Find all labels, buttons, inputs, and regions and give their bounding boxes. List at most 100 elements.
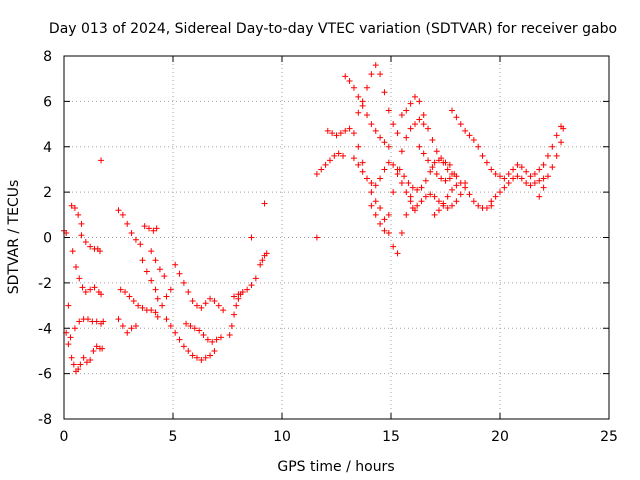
data-point [431, 193, 438, 200]
data-point [470, 136, 477, 143]
data-point [257, 261, 264, 268]
data-point [75, 211, 82, 218]
data-point [553, 152, 560, 159]
data-point [82, 288, 89, 295]
y-tick-label: 4 [43, 140, 52, 156]
data-point [385, 107, 392, 114]
data-point [79, 284, 86, 291]
data-point [523, 180, 530, 187]
data-point [462, 184, 469, 191]
data-point [117, 286, 124, 293]
data-point [403, 211, 410, 218]
data-point [451, 170, 458, 177]
data-point [466, 191, 473, 198]
data-point [536, 177, 543, 184]
data-point [87, 357, 94, 364]
x-tick-label: 15 [382, 429, 400, 445]
data-point [128, 325, 135, 332]
data-point [259, 257, 266, 264]
data-point [398, 229, 405, 236]
data-point [326, 157, 333, 164]
data-point [359, 98, 366, 105]
data-point [202, 300, 209, 307]
data-point [263, 250, 270, 257]
data-point [453, 198, 460, 205]
x-tick-label: 20 [491, 429, 509, 445]
data-point [154, 313, 161, 320]
data-point [368, 121, 375, 128]
data-point [313, 234, 320, 241]
data-point [390, 121, 397, 128]
data-point [560, 125, 567, 132]
data-point [377, 71, 384, 78]
data-point [90, 347, 97, 354]
data-point [377, 175, 384, 182]
data-point [130, 298, 137, 305]
y-tick-label: 0 [43, 231, 52, 247]
data-point [518, 175, 525, 182]
data-point [196, 327, 203, 334]
y-tick-label: -6 [38, 367, 52, 383]
data-point [152, 257, 159, 264]
data-point [364, 175, 371, 182]
data-point [148, 307, 155, 314]
data-point [128, 229, 135, 236]
data-point [322, 161, 329, 168]
data-point [433, 148, 440, 155]
data-point [527, 182, 534, 189]
data-point [466, 132, 473, 139]
data-point [176, 336, 183, 343]
data-point [475, 143, 482, 150]
data-point [100, 318, 107, 325]
data-point [381, 166, 388, 173]
y-tick-label: -8 [38, 412, 52, 428]
data-point [93, 343, 100, 350]
data-point [462, 127, 469, 134]
y-tick-label: 6 [43, 94, 52, 110]
data-point [99, 345, 106, 352]
data-point [368, 189, 375, 196]
data-point [154, 295, 161, 302]
data-point [132, 236, 139, 243]
data-point [67, 334, 74, 341]
data-point [385, 229, 392, 236]
data-point [355, 161, 362, 168]
data-point [501, 184, 508, 191]
data-point [148, 277, 155, 284]
data-point [233, 302, 240, 309]
data-point [453, 114, 460, 121]
data-point [176, 270, 183, 277]
data-point [396, 166, 403, 173]
data-point [488, 166, 495, 173]
data-points [61, 62, 567, 375]
data-point [161, 273, 168, 280]
data-point [418, 198, 425, 205]
data-point [226, 332, 233, 339]
data-point [333, 132, 340, 139]
x-axis-label: GPS time / hours [277, 459, 394, 475]
data-point [470, 198, 477, 205]
data-point [398, 180, 405, 187]
data-point [449, 107, 456, 114]
data-point [422, 177, 429, 184]
data-point [248, 282, 255, 289]
data-point [211, 298, 218, 305]
data-point [440, 159, 447, 166]
data-point [407, 100, 414, 107]
data-point [514, 161, 521, 168]
data-point [193, 354, 200, 361]
data-point [435, 157, 442, 164]
data-point [420, 150, 427, 157]
data-point [172, 329, 179, 336]
plot-frame [63, 55, 610, 420]
data-point [124, 329, 131, 336]
data-point [340, 152, 347, 159]
data-point [390, 243, 397, 250]
data-point [553, 132, 560, 139]
data-point [398, 148, 405, 155]
data-point [65, 302, 72, 309]
data-point [488, 198, 495, 205]
data-point [540, 175, 547, 182]
data-point [239, 288, 246, 295]
